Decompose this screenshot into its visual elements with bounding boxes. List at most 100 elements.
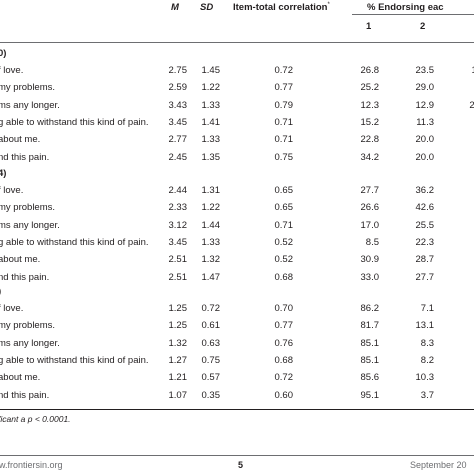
cell-itc: 0.71 — [274, 134, 294, 146]
cell-m: 2.45 — [168, 151, 188, 163]
cell-m: 1.07 — [168, 389, 188, 401]
col-header-mean: M — [171, 2, 179, 13]
cell-m: 3.43 — [168, 99, 188, 111]
cell-p2: 10.3 — [415, 372, 435, 384]
cell-m: 2.59 — [168, 82, 188, 94]
cell-p2: 7.1 — [420, 303, 434, 314]
cell-p1: 15.2 — [360, 116, 380, 128]
footer-rule — [0, 455, 474, 456]
cell-m: 1.25 — [168, 320, 188, 332]
row-label: about me. — [0, 372, 41, 384]
cell-m: 3.12 — [168, 219, 188, 231]
cell-p1: 26.6 — [360, 202, 380, 214]
row-label: ms any longer. — [0, 219, 60, 231]
row-label: g able to withstand this kind of pain. — [0, 354, 149, 366]
cell-p1: 85.6 — [360, 372, 380, 384]
row-label: ms any longer. — [0, 337, 60, 349]
cell-sd: 0.75 — [201, 354, 221, 366]
cell-m: 2.44 — [168, 185, 188, 196]
cell-p1: 33.0 — [360, 271, 380, 283]
cell-p2: 3.7 — [420, 389, 434, 401]
cell-p2: 8.2 — [420, 354, 434, 366]
cell-m: 1.27 — [168, 354, 188, 366]
col-header-itc-sup: * — [327, 2, 330, 8]
cell-itc: 0.65 — [274, 202, 294, 214]
cell-itc: 0.79 — [274, 99, 294, 111]
header-group-rule — [352, 14, 474, 15]
cell-sd: 1.33 — [201, 236, 221, 248]
cell-itc: 0.65 — [274, 185, 294, 196]
cell-p1: 25.2 — [360, 82, 380, 94]
cell-sd: 1.33 — [201, 99, 221, 111]
cell-p2: 22.3 — [415, 236, 435, 248]
row-label: nd this pain. — [0, 271, 50, 283]
cell-p1: 12.3 — [360, 99, 380, 111]
cell-p1: 95.1 — [360, 389, 380, 401]
row-label: about me. — [0, 254, 41, 266]
cell-p2: 29.0 — [415, 82, 435, 94]
cell-sd: 0.57 — [201, 372, 221, 384]
cell-p2: 11.3 — [416, 116, 434, 128]
section-label: ) — [0, 286, 1, 297]
footer-date: September 20 — [410, 460, 467, 470]
col-header-itc-text: Item-total correlation — [233, 2, 328, 14]
cell-p2: 13.1 — [415, 320, 435, 332]
col-header-item-total-correlation: Item-total correlation* — [233, 2, 330, 13]
cell-sd: 0.63 — [201, 337, 221, 349]
cell-itc: 0.71 — [274, 219, 294, 231]
cell-m: 3.45 — [168, 236, 188, 248]
footer-url: w.frontiersin.org — [0, 460, 63, 470]
row-label: my problems. — [0, 202, 56, 214]
cell-m: 1.21 — [168, 372, 188, 384]
cell-p2: 27.7 — [415, 271, 435, 283]
cell-p1: 85.1 — [360, 337, 380, 349]
cell-p1: 22.8 — [360, 134, 380, 146]
cell-itc: 0.68 — [274, 271, 294, 283]
cell-p2: 12.9 — [415, 99, 435, 111]
cell-sd: 1.41 — [201, 116, 221, 128]
cell-sd: 0.35 — [201, 389, 221, 401]
cell-m: 1.32 — [168, 337, 188, 349]
cell-p2: 20.0 — [415, 134, 435, 146]
cell-sd: 1.31 — [201, 185, 221, 196]
col-header-percent-endorsing: % Endorsing eac — [367, 2, 444, 13]
col-header-sd: SD — [200, 2, 214, 13]
row-label: ms any longer. — [0, 99, 60, 111]
cell-p1: 86.2 — [360, 303, 380, 314]
cell-itc: 0.60 — [274, 389, 294, 401]
cell-p2: 8.3 — [420, 337, 434, 349]
cell-p1: 27.7 — [360, 185, 380, 196]
cell-p2: 20.0 — [415, 151, 435, 163]
cell-itc: 0.76 — [274, 337, 294, 349]
section-label: 0) — [0, 48, 7, 59]
col-subheader-1: 1 — [366, 21, 372, 32]
cell-itc: 0.77 — [274, 320, 294, 332]
cell-p1: 81.7 — [360, 320, 380, 332]
row-label: nd this pain. — [0, 389, 50, 401]
cell-sd: 1.33 — [201, 134, 221, 146]
row-label: g able to withstand this kind of pain. — [0, 236, 149, 248]
cell-sd: 1.44 — [201, 219, 221, 231]
cell-itc: 0.52 — [274, 236, 294, 248]
cell-m: 2.51 — [168, 271, 188, 283]
cell-itc: 0.71 — [274, 116, 294, 128]
cell-p3: 1- — [472, 65, 474, 76]
cell-itc: 0.75 — [274, 151, 294, 163]
cell-sd: 0.72 — [201, 303, 221, 314]
cell-sd: 1.22 — [201, 202, 221, 214]
cell-p2: 36.2 — [415, 185, 435, 196]
cell-p1: 26.8 — [360, 65, 380, 76]
cell-m: 2.51 — [168, 254, 188, 266]
cell-p1: 85.1 — [360, 354, 380, 366]
cell-p2: 42.6 — [415, 202, 435, 214]
cell-itc: 0.52 — [274, 254, 294, 266]
cell-p2: 25.5 — [415, 219, 435, 231]
cell-m: 1.25 — [168, 303, 188, 314]
cell-p2: 28.7 — [415, 254, 435, 266]
row-label: my problems. — [0, 320, 56, 332]
section-label: 4) — [0, 168, 7, 179]
cell-sd: 1.32 — [201, 254, 221, 266]
cell-itc: 0.72 — [274, 372, 294, 384]
table-bottom-rule — [0, 409, 474, 410]
cell-p2: 23.5 — [415, 65, 435, 76]
